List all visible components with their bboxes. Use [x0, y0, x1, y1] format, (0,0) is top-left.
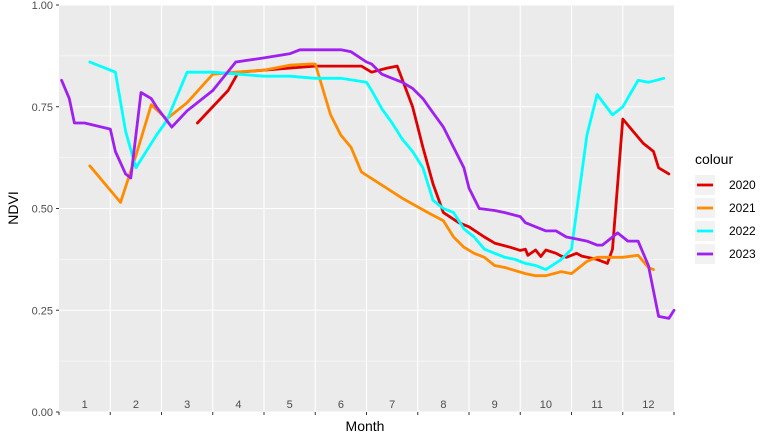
- series-line-2020: [195, 64, 671, 265]
- x-tick-label: 2: [133, 399, 139, 411]
- series-line-2023: [60, 48, 676, 320]
- legend: colour 2020 2021 2022 2023: [695, 151, 756, 264]
- x-tick-label: 3: [184, 399, 190, 411]
- x-axis-title: Month: [346, 418, 385, 434]
- x-tick-label: 8: [440, 399, 446, 411]
- legend-label-2022: 2022: [729, 224, 756, 238]
- major-gridlines: [59, 4, 674, 413]
- y-tick-label: 1.00: [32, 0, 53, 12]
- x-tick-label: 1: [82, 399, 88, 411]
- x-tick-label: 12: [642, 399, 654, 411]
- y-tick-label: 0.50: [32, 204, 53, 216]
- legend-label-2020: 2020: [729, 178, 756, 192]
- legend-label-2023: 2023: [729, 247, 756, 261]
- legend-title: colour: [695, 151, 733, 167]
- x-tick-label: 11: [591, 399, 602, 411]
- x-axis: 1 2 3 4 5 6 7 8 9 10 11 12: [58, 399, 675, 415]
- y-axis: 0.00 0.25 0.50 0.75 1.00: [32, 0, 59, 419]
- x-tick-label: 5: [287, 399, 293, 411]
- legend-label-2021: 2021: [729, 201, 756, 215]
- y-tick-label: 0.25: [32, 305, 53, 317]
- y-tick-label: 0.00: [32, 407, 53, 419]
- x-tick-label: 9: [492, 399, 498, 411]
- series-lines: [60, 48, 676, 320]
- series-line-2022: [88, 60, 666, 272]
- series-line-2021: [88, 62, 655, 278]
- x-tick-label: 10: [540, 399, 552, 411]
- x-tick-label: 4: [235, 399, 241, 411]
- y-tick-label: 0.75: [32, 102, 53, 114]
- x-tick-label: 7: [389, 399, 395, 411]
- x-tick-label: 6: [338, 399, 344, 411]
- y-axis-title: NDVI: [5, 191, 21, 224]
